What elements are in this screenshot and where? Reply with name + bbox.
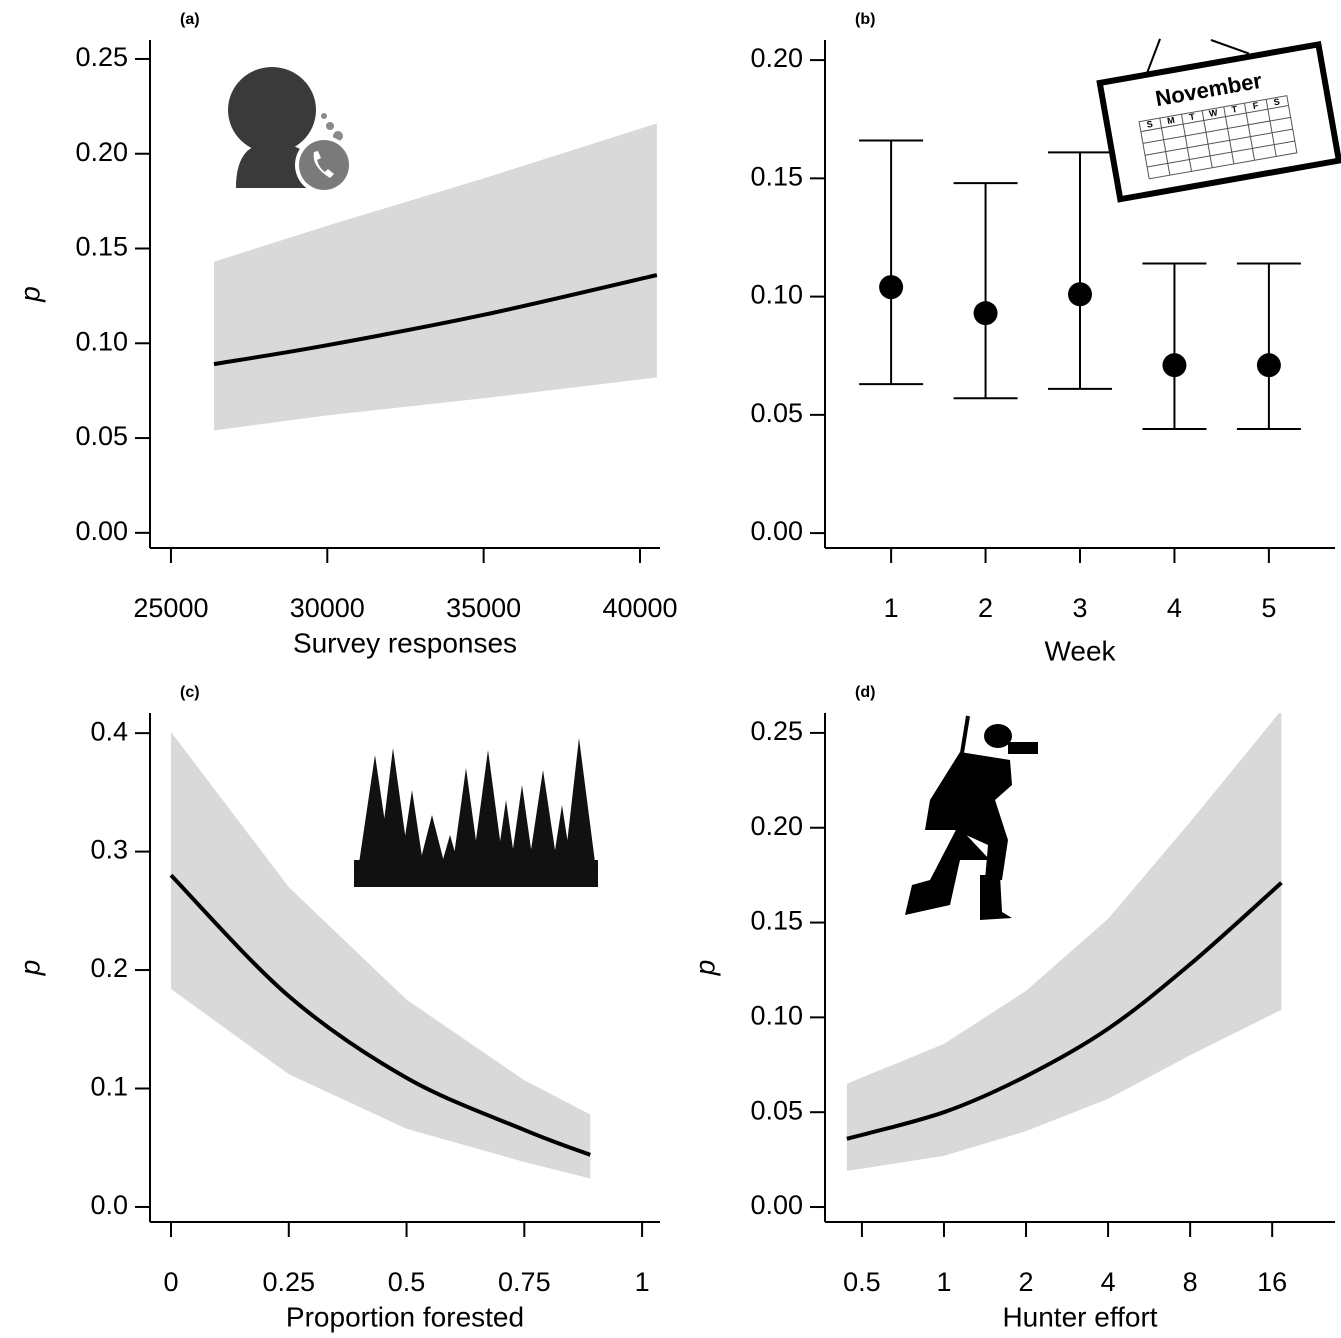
- y-axis-label: p: [14, 286, 45, 303]
- fit-line: [846, 881, 1283, 1141]
- y-tick-label: 0.25: [75, 42, 128, 72]
- y-tick-label: 0.3: [90, 835, 128, 865]
- x-tick-label: 5: [1261, 593, 1276, 623]
- x-tick-label: 35000: [446, 593, 521, 623]
- y-tick-label: 0.05: [750, 1095, 803, 1125]
- y-tick-label: 0.00: [750, 1190, 803, 1220]
- x-tick-label: 0.75: [498, 1267, 551, 1297]
- x-tick-label: 3: [1072, 593, 1087, 623]
- hunter-icon: [905, 715, 1038, 920]
- point: [1162, 353, 1187, 378]
- panel-label: (c): [180, 684, 200, 701]
- calendar-day: T: [1188, 111, 1196, 122]
- y-tick-label: 0.00: [750, 516, 803, 546]
- x-tick-label: 16: [1257, 1267, 1287, 1297]
- x-tick-label: 2: [978, 593, 993, 623]
- x-tick-label: 0: [163, 1267, 178, 1297]
- x-axis-label: Survey responses: [293, 627, 517, 658]
- fit-line: [169, 873, 591, 1157]
- y-tick-label: 0.10: [750, 1001, 803, 1031]
- x-tick-label: 1: [635, 1267, 650, 1297]
- y-tick-label: 0.20: [750, 811, 803, 841]
- x-tick-label: 4: [1167, 593, 1182, 623]
- panel-label: (a): [180, 11, 200, 28]
- point: [879, 275, 904, 300]
- forest-icon: [354, 738, 598, 887]
- x-tick-label: 2: [1019, 1267, 1034, 1297]
- confidence-band: [846, 713, 1282, 1171]
- y-tick-label: 0.20: [75, 137, 128, 167]
- y-tick-label: 0.20: [750, 43, 803, 73]
- y-tick-label: 0.4: [90, 716, 128, 746]
- x-tick-label: 8: [1183, 1267, 1198, 1297]
- point: [1256, 353, 1281, 378]
- y-tick-label: 0.0: [90, 1190, 128, 1220]
- confidence-band: [171, 731, 591, 1179]
- calendar-day: M: [1166, 115, 1175, 126]
- y-axis-label: p: [14, 960, 45, 977]
- y-tick-label: 0.15: [750, 161, 803, 191]
- y-tick-label: 0.2: [90, 953, 128, 983]
- y-tick-label: 0.15: [750, 906, 803, 936]
- x-axis-label: Proportion forested: [286, 1301, 524, 1332]
- panel-label: (b): [855, 11, 875, 28]
- person-icon: [228, 67, 353, 194]
- y-tick-label: 0.05: [75, 421, 128, 451]
- calendar-day: S: [1146, 119, 1154, 130]
- calendar-day: S: [1273, 96, 1281, 107]
- y-tick-label: 0.15: [75, 232, 128, 262]
- x-tick-label: 30000: [290, 593, 365, 623]
- y-tick-label: 0.05: [750, 398, 803, 428]
- point: [973, 301, 998, 326]
- point: [1068, 282, 1092, 307]
- y-tick-label: 0.1: [90, 1072, 128, 1102]
- x-tick-label: 0.5: [843, 1267, 881, 1297]
- y-tick-label: 0.10: [75, 326, 128, 356]
- x-axis-label: Week: [1044, 635, 1116, 666]
- x-tick-label: 0.25: [263, 1267, 316, 1297]
- calendar-day: W: [1208, 107, 1219, 118]
- x-tick-label: 0.5: [388, 1267, 426, 1297]
- y-axis-label: p: [689, 960, 720, 977]
- x-tick-label: 40000: [602, 593, 677, 623]
- x-tick-label: 4: [1101, 1267, 1116, 1297]
- x-tick-label: 25000: [133, 593, 208, 623]
- x-tick-label: 1: [884, 593, 899, 623]
- x-tick-label: 1: [936, 1267, 951, 1297]
- confidence-band: [213, 123, 657, 431]
- y-tick-label: 0.25: [750, 716, 803, 746]
- calendar-day: F: [1252, 100, 1260, 111]
- fit-line: [213, 273, 658, 367]
- y-tick-label: 0.00: [75, 516, 128, 546]
- panel-label: (d): [855, 684, 875, 701]
- y-tick-label: 0.10: [750, 280, 803, 310]
- x-axis-label: Hunter effort: [1002, 1301, 1157, 1332]
- calendar-day: T: [1231, 104, 1239, 115]
